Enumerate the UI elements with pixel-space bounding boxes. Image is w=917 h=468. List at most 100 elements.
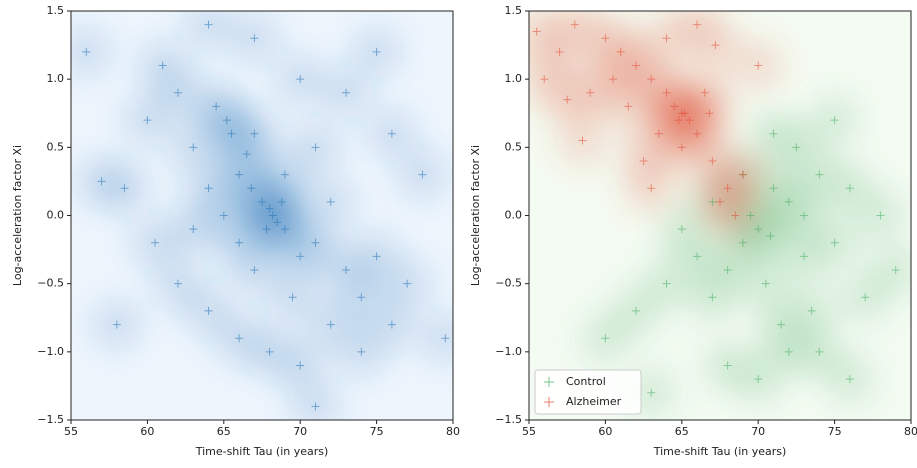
- point: [372, 252, 381, 261]
- point: [189, 143, 198, 152]
- point: [247, 184, 256, 193]
- x-axis-label: Time-shift Tau (in years): [195, 445, 329, 458]
- point: [662, 34, 671, 43]
- density-layer: [529, 11, 911, 419]
- x-tick-label: 70: [751, 425, 765, 438]
- point: [219, 211, 228, 220]
- x-tick-label: 60: [140, 425, 154, 438]
- y-tick-label: 0.0: [505, 209, 523, 222]
- point: [204, 20, 213, 29]
- point: [578, 136, 587, 145]
- x-tick-label: 75: [828, 425, 842, 438]
- point: [680, 109, 689, 118]
- y-tick-label: 0.5: [505, 140, 523, 153]
- point: [708, 293, 717, 302]
- point: [601, 334, 610, 343]
- point: [738, 170, 747, 179]
- point: [723, 266, 732, 275]
- y-tick-label: 0.5: [47, 140, 65, 153]
- point: [792, 143, 801, 152]
- x-axis-label: Time-shift Tau (in years): [653, 445, 787, 458]
- point: [711, 41, 720, 50]
- x-tick-label: 80: [446, 425, 460, 438]
- point: [296, 252, 305, 261]
- point: [807, 306, 816, 315]
- point: [784, 347, 793, 356]
- point: [441, 334, 450, 343]
- point: [204, 184, 213, 193]
- point: [555, 47, 564, 56]
- point: [639, 156, 648, 165]
- point: [754, 61, 763, 70]
- point: [624, 102, 633, 111]
- point: [570, 20, 579, 29]
- legend-marker: [544, 397, 554, 407]
- point: [173, 279, 182, 288]
- point: [250, 266, 259, 275]
- point: [151, 238, 160, 247]
- point: [693, 129, 702, 138]
- point: [815, 347, 824, 356]
- density-blur: [71, 11, 453, 420]
- x-tick-label: 70: [293, 425, 307, 438]
- point: [372, 47, 381, 56]
- point: [227, 129, 236, 138]
- point: [387, 129, 396, 138]
- point: [601, 34, 610, 43]
- point: [326, 320, 335, 329]
- y-tick-label: −1.5: [37, 413, 64, 426]
- point: [609, 75, 618, 84]
- point: [222, 116, 231, 125]
- point: [705, 109, 714, 118]
- point: [830, 116, 839, 125]
- point: [532, 27, 541, 36]
- point: [158, 61, 167, 70]
- point: [815, 170, 824, 179]
- legend-label: Alzheimer: [566, 395, 622, 408]
- density: [182, 11, 235, 51]
- point: [662, 279, 671, 288]
- y-tick-label: −1.0: [37, 345, 64, 358]
- density: [289, 380, 342, 420]
- point: [262, 225, 271, 234]
- point: [563, 95, 572, 104]
- point: [235, 170, 244, 179]
- point: [540, 75, 549, 84]
- point: [288, 293, 297, 302]
- point: [258, 197, 266, 206]
- point: [616, 47, 625, 56]
- legend-box: [534, 369, 642, 415]
- point: [677, 143, 686, 152]
- point: [277, 197, 286, 206]
- x-tick-label: 55: [522, 425, 536, 438]
- x-tick-label: 75: [370, 425, 384, 438]
- point: [212, 102, 221, 111]
- point: [654, 129, 663, 138]
- point: [242, 150, 251, 159]
- point: [685, 116, 694, 125]
- point: [891, 266, 900, 275]
- point: [204, 306, 213, 315]
- y-tick-label: 1.0: [47, 72, 65, 85]
- point: [800, 252, 809, 261]
- density: [529, 11, 563, 58]
- point: [731, 211, 740, 220]
- point: [708, 197, 717, 206]
- point: [112, 320, 121, 329]
- density: [869, 244, 911, 297]
- legend-label: Control: [566, 375, 606, 388]
- point: [800, 211, 809, 220]
- point: [769, 129, 778, 138]
- point: [754, 225, 763, 234]
- point: [296, 361, 305, 370]
- point: [830, 238, 839, 247]
- density-layer: [71, 11, 453, 420]
- point: [662, 88, 671, 97]
- point: [766, 231, 775, 240]
- point: [120, 184, 129, 193]
- point: [280, 225, 289, 234]
- point: [861, 293, 870, 302]
- point: [326, 197, 335, 206]
- point: [693, 252, 702, 261]
- point: [357, 293, 366, 302]
